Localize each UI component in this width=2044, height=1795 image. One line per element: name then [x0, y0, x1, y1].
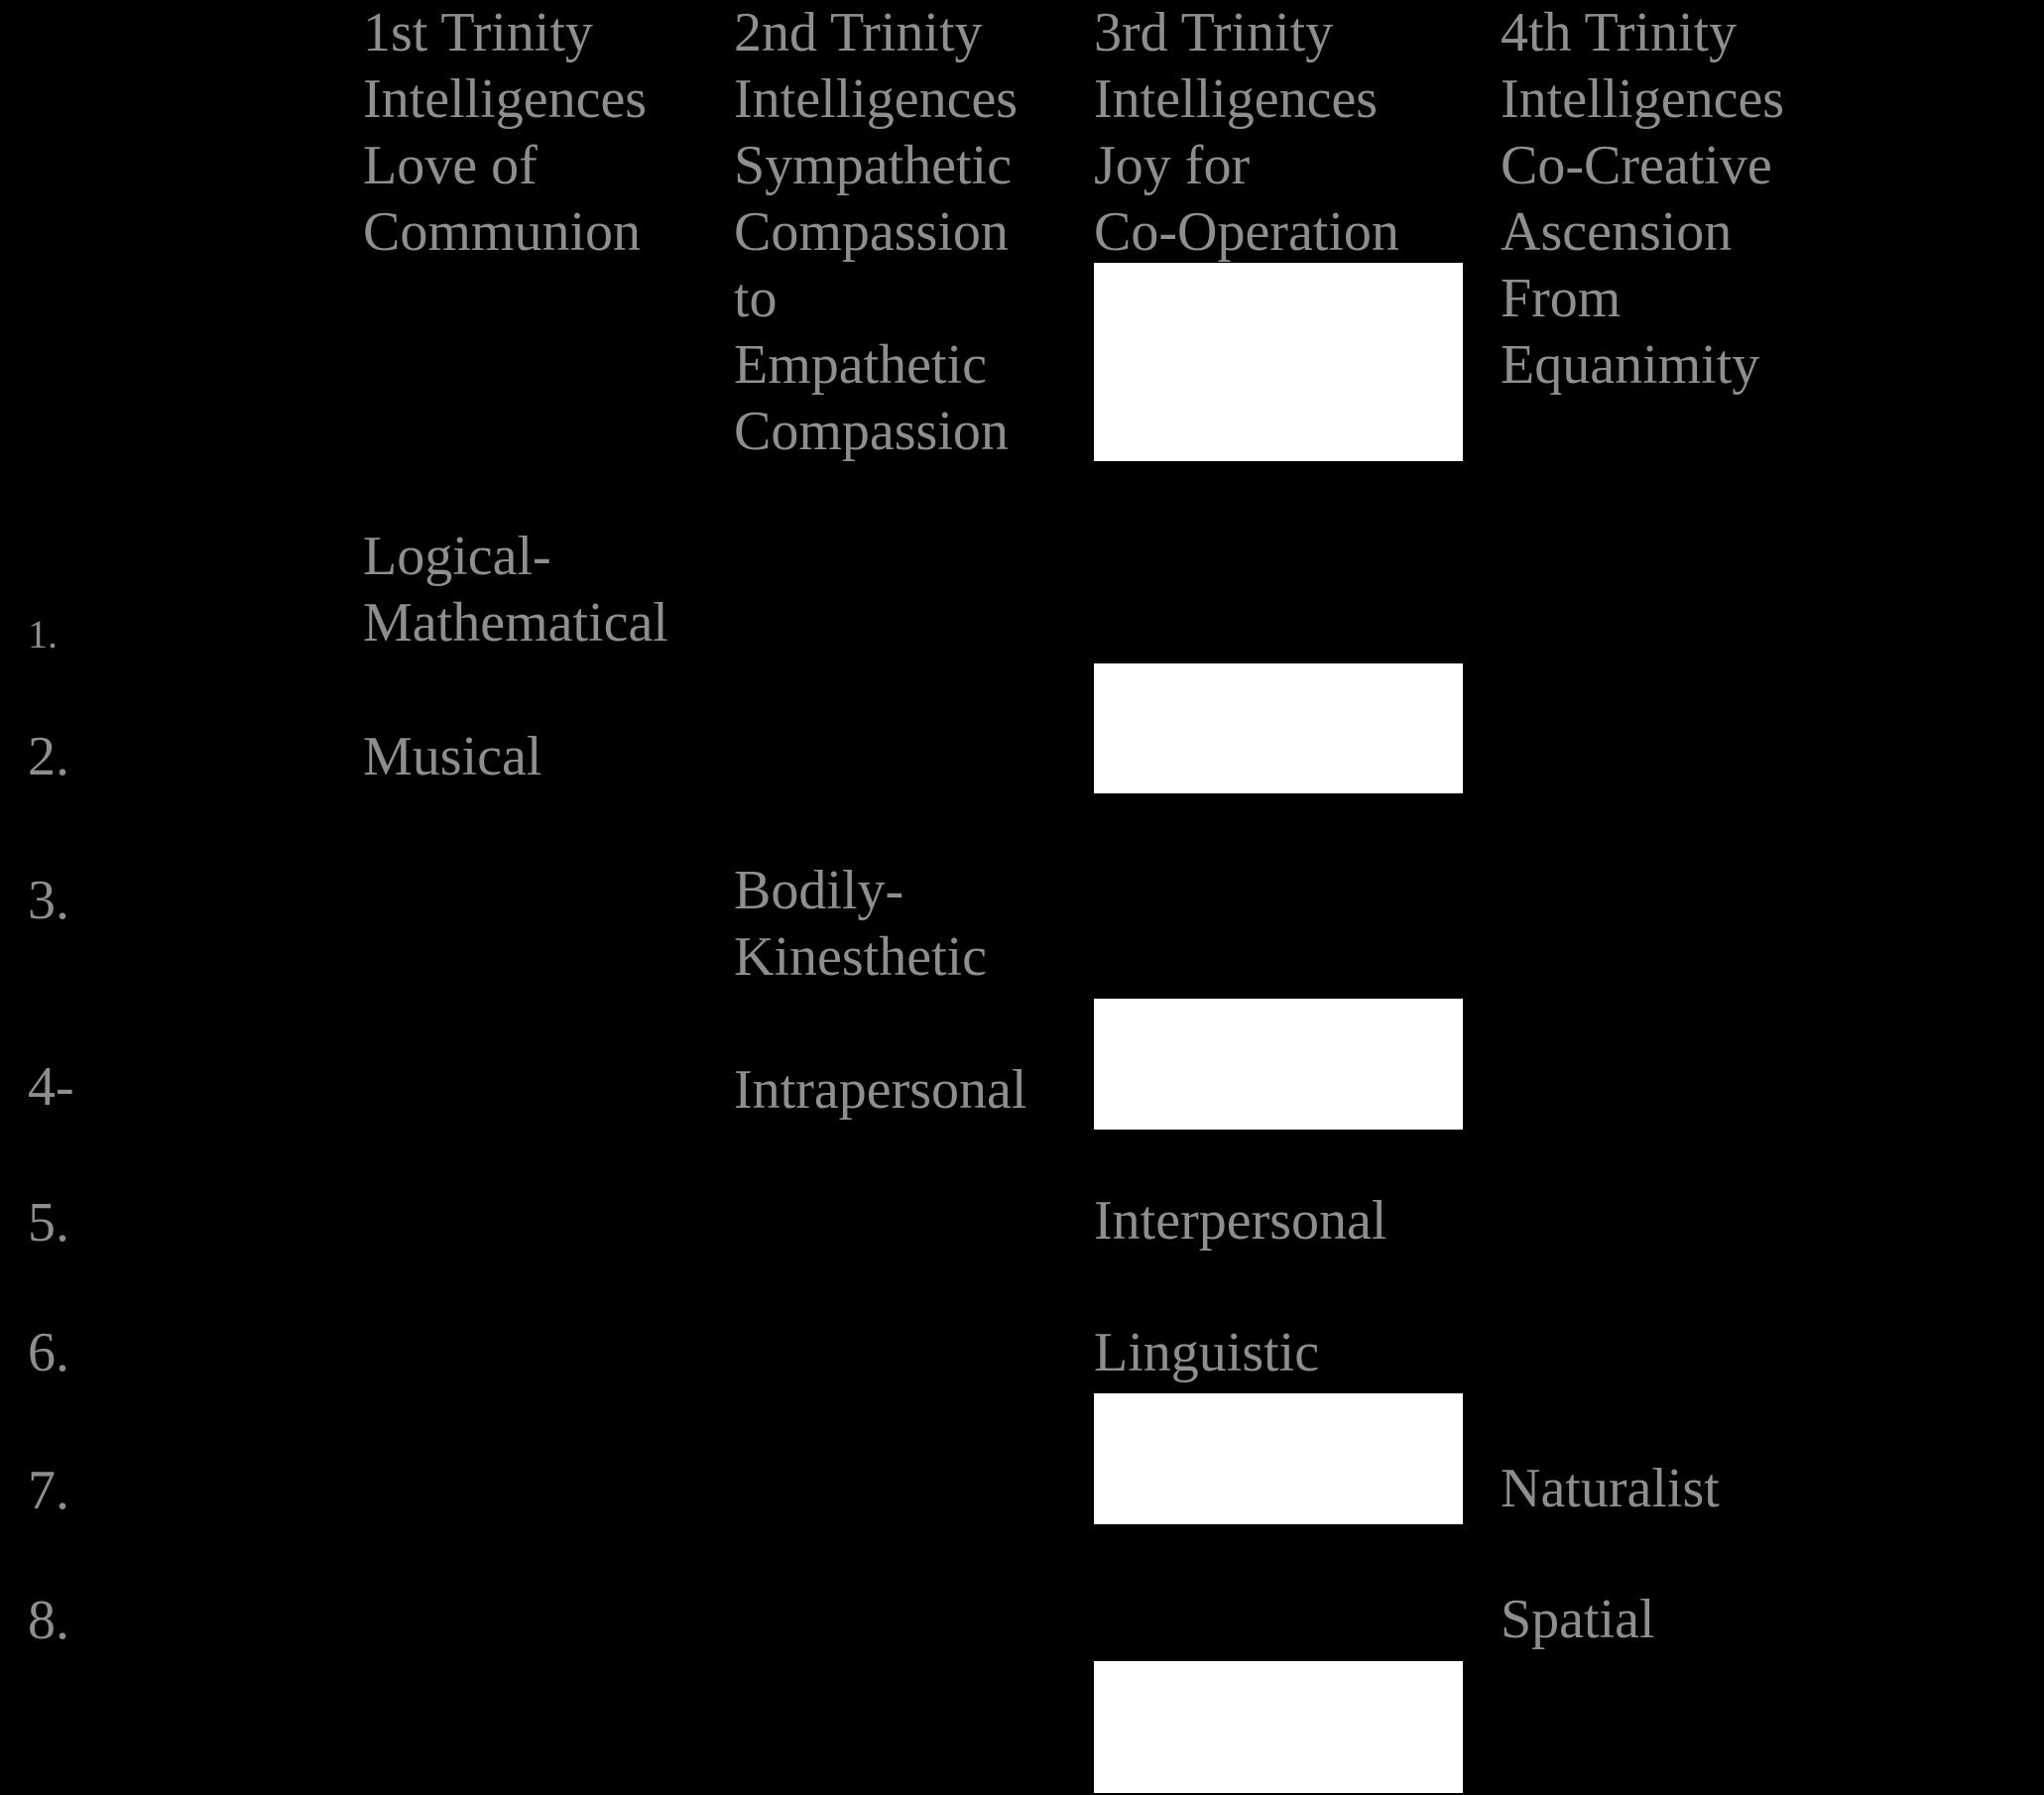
column-header-1st-trinity: 1st Trinity Intelligences Love of Commun…: [363, 2, 648, 263]
item-linguistic: Linguistic: [1094, 1322, 1320, 1383]
column-header-2nd-trinity: 2nd Trinity Intelligences Sympathetic Co…: [734, 2, 1019, 462]
item-interpersonal: Interpersonal: [1094, 1190, 1387, 1252]
item-bodily-kinesthetic: Bodily- Kinesthetic: [734, 860, 988, 988]
redaction-box-5: [1094, 1661, 1463, 1793]
item-logical-mathematical: Logical- Mathematical: [363, 526, 668, 654]
item-naturalist: Naturalist: [1501, 1458, 1720, 1519]
row-number-7: 7.: [28, 1460, 69, 1521]
row-number-1: 1.: [28, 612, 58, 657]
redaction-box-2: [1094, 663, 1463, 793]
column-header-3rd-trinity: 3rd Trinity Intelligences Joy for Co-Ope…: [1094, 2, 1399, 263]
row-number-3: 3.: [28, 870, 69, 931]
redaction-box-3: [1094, 999, 1463, 1130]
item-spatial: Spatial: [1501, 1589, 1655, 1650]
item-musical: Musical: [363, 726, 542, 787]
redaction-box-4: [1094, 1393, 1463, 1524]
item-intrapersonal: Intrapersonal: [734, 1059, 1027, 1121]
row-number-5: 5.: [28, 1192, 69, 1254]
row-number-2: 2.: [28, 726, 69, 787]
redaction-box-1: [1094, 263, 1463, 461]
column-header-4th-trinity: 4th Trinity Intelligences Co-Creative As…: [1501, 2, 1785, 396]
row-number-4: 4-: [28, 1056, 74, 1118]
row-number-8: 8.: [28, 1590, 69, 1651]
row-number-6: 6.: [28, 1322, 69, 1383]
